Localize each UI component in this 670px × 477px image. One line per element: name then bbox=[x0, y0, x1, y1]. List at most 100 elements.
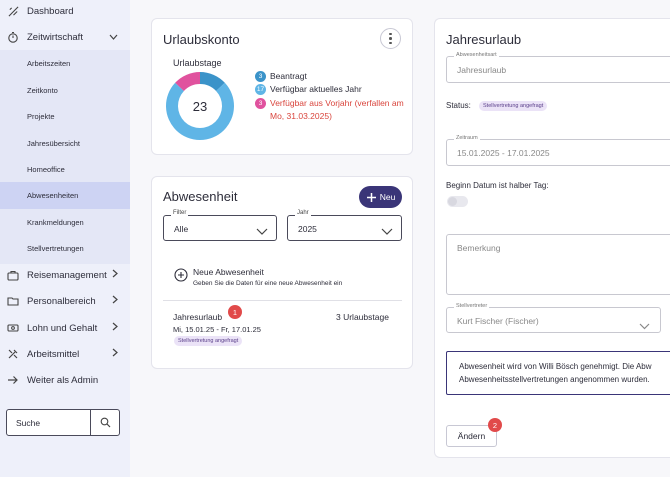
period-value: 15.01.2025 - 17.01.2025 bbox=[457, 148, 550, 158]
sidebar-item-lohn-und-gehalt[interactable]: Lohn und Gehalt bbox=[0, 321, 130, 335]
sidebar-item-dashboard[interactable]: Dashboard bbox=[0, 4, 130, 18]
chevron-down-icon bbox=[256, 223, 268, 241]
substitute-label: Stellvertreter bbox=[454, 303, 490, 309]
subitem-label: Jahresübersicht bbox=[27, 138, 80, 148]
sidebar-subitem-krankmeldungen[interactable]: Krankmeldungen bbox=[0, 209, 130, 235]
entry-title: Jahresurlaub bbox=[173, 312, 223, 322]
search-input[interactable]: Suche bbox=[7, 410, 91, 435]
arrow-right-icon bbox=[7, 374, 19, 386]
urlaubskonto-card: Urlaubskonto Urlaubstage 23 3 Beantragt … bbox=[151, 18, 413, 155]
legend-item-verfuegbar: 17 Verfügbar aktuelles Jahr bbox=[255, 83, 362, 96]
chevron-right-icon bbox=[112, 348, 118, 360]
sidebar-subitem-projekte[interactable]: Projekte bbox=[0, 103, 130, 129]
chevron-right-icon bbox=[112, 269, 118, 281]
sidebar-item-label: Zeitwirtschaft bbox=[27, 31, 83, 43]
legend-label: Verfügbar aktuelles Jahr bbox=[270, 84, 362, 94]
info-text-line2: Abwesenheitsstellvertretungen angenommen… bbox=[459, 375, 650, 384]
period-label: Zeitraum bbox=[454, 135, 480, 141]
sidebar-item-label: Weiter als Admin bbox=[27, 374, 99, 386]
sidebar-item-zeitwirtschaft[interactable]: Zeitwirtschaft bbox=[0, 30, 130, 44]
status-badge: Stellvertretung angefragt bbox=[479, 101, 548, 111]
remark-placeholder: Bemerkung bbox=[457, 243, 501, 253]
legend-count: 3 bbox=[255, 98, 266, 109]
year-value: 2025 bbox=[298, 224, 317, 234]
add-circle-icon[interactable] bbox=[174, 268, 188, 287]
sidebar-item-label: Dashboard bbox=[27, 5, 74, 17]
change-button[interactable]: Ändern bbox=[446, 425, 497, 447]
sidebar-item-personalbereich[interactable]: Personalbereich bbox=[0, 294, 130, 308]
entry-dates: Mi, 15.01.25 - Fr, 17.01.25 bbox=[173, 325, 261, 334]
new-button-label: Neu bbox=[379, 192, 396, 202]
sidebar: Dashboard Zeitwirtschaft Arbeitszeiten Z… bbox=[0, 0, 130, 477]
status-label: Status: bbox=[446, 101, 471, 110]
absence-type-field[interactable]: Abwesenheitsart Jahresurlaub bbox=[446, 52, 670, 83]
sidebar-subitem-zeitkonto[interactable]: Zeitkonto bbox=[0, 77, 130, 103]
legend-count: 17 bbox=[255, 84, 266, 95]
tools-icon bbox=[7, 348, 19, 360]
subitem-label: Krankmeldungen bbox=[27, 217, 84, 227]
donut-center-value: 23 bbox=[193, 99, 207, 114]
suitcase-icon bbox=[7, 269, 19, 281]
chevron-down-icon bbox=[381, 223, 393, 241]
chevron-down-icon bbox=[639, 317, 650, 335]
filter-select[interactable]: Filter Alle bbox=[163, 210, 277, 241]
subitem-label: Stellvertretungen bbox=[27, 243, 84, 253]
legend-label: Beantragt bbox=[270, 71, 307, 81]
sidebar-item-reisemanagement[interactable]: Reisemanagement bbox=[0, 268, 130, 282]
dashboard-icon bbox=[7, 5, 19, 17]
substitute-value: Kurt Fischer (Fischer) bbox=[457, 316, 539, 326]
chart-caption: Urlaubstage bbox=[173, 58, 222, 68]
year-select[interactable]: Jahr 2025 bbox=[287, 210, 402, 241]
subitem-label: Arbeitszeiten bbox=[27, 58, 71, 68]
sidebar-item-arbeitsmittel[interactable]: Arbeitsmittel bbox=[0, 347, 130, 361]
divider bbox=[163, 300, 402, 301]
abwesenheit-card: Abwesenheit Neu Filter Alle Jahr 2025 Ne… bbox=[151, 176, 413, 369]
legend-item-beantragt: 3 Beantragt bbox=[255, 70, 307, 83]
filter-label: Filter bbox=[171, 210, 189, 216]
sidebar-subitem-jahresuebersicht[interactable]: Jahresübersicht bbox=[0, 130, 130, 156]
dot-icon bbox=[389, 37, 392, 40]
stopwatch-icon bbox=[7, 31, 19, 43]
sidebar-item-label: Lohn und Gehalt bbox=[27, 322, 98, 334]
more-options-button[interactable] bbox=[380, 28, 401, 49]
chevron-right-icon bbox=[112, 295, 118, 307]
chevron-right-icon bbox=[112, 322, 118, 334]
sidebar-item-label: Reisemanagement bbox=[27, 269, 107, 281]
search-icon bbox=[100, 417, 110, 428]
absence-type-label: Abwesenheitsart bbox=[454, 52, 499, 58]
legend-label: Verfügbar aus Vorjahr (verfallen am Mo, … bbox=[270, 98, 404, 121]
plus-icon bbox=[366, 192, 376, 202]
new-absence-button[interactable]: Neu bbox=[359, 186, 402, 208]
info-text-line1: Abwesenheit wird von Willi Bösch genehmi… bbox=[459, 362, 652, 371]
card-title: Abwesenheit bbox=[163, 189, 238, 204]
sidebar-subitem-stellvertretungen[interactable]: Stellvertretungen bbox=[0, 235, 130, 261]
new-absence-hint: Geben Sie die Daten für eine neue Abwese… bbox=[193, 280, 343, 287]
sidebar-item-weiter-als-admin[interactable]: Weiter als Admin bbox=[0, 373, 130, 387]
period-field[interactable]: Zeitraum 15.01.2025 - 17.01.2025 bbox=[446, 135, 670, 166]
absence-entry[interactable]: Jahresurlaub 1 Mi, 15.01.25 - Fr, 17.01.… bbox=[163, 301, 402, 351]
search-button[interactable] bbox=[91, 410, 119, 435]
sidebar-subitem-arbeitszeiten[interactable]: Arbeitszeiten bbox=[0, 50, 130, 76]
new-absence-title[interactable]: Neue Abwesenheit bbox=[193, 267, 264, 277]
sidebar-subitem-homeoffice[interactable]: Homeoffice bbox=[0, 156, 130, 182]
halfday-toggle[interactable] bbox=[447, 196, 468, 207]
chevron-down-icon bbox=[109, 32, 118, 43]
subitem-label: Projekte bbox=[27, 111, 55, 121]
legend-count: 3 bbox=[255, 71, 266, 82]
year-label: Jahr bbox=[295, 210, 311, 216]
filter-value: Alle bbox=[174, 224, 189, 234]
sidebar-subitem-abwesenheiten[interactable]: Abwesenheiten bbox=[0, 182, 130, 209]
remark-field[interactable]: Bemerkung bbox=[446, 234, 670, 295]
detail-panel: Jahresurlaub Abwesenheitsart Jahresurlau… bbox=[434, 18, 670, 458]
subitem-label: Zeitkonto bbox=[27, 85, 58, 95]
donut-slice-1 bbox=[200, 72, 225, 91]
submenu-zeitwirtschaft: Arbeitszeiten Zeitkonto Projekte Jahresü… bbox=[0, 50, 130, 264]
sidebar-item-label: Personalbereich bbox=[27, 295, 96, 307]
donut-slice-3 bbox=[175, 72, 200, 91]
search-box[interactable]: Suche bbox=[6, 409, 120, 436]
folder-icon bbox=[7, 295, 19, 307]
absence-type-value: Jahresurlaub bbox=[457, 65, 507, 75]
halfday-label: Beginn Datum ist halber Tag: bbox=[446, 181, 549, 190]
substitute-select[interactable]: Stellvertreter Kurt Fischer (Fischer) bbox=[446, 303, 661, 335]
vacation-donut-chart: 23 bbox=[166, 72, 234, 140]
